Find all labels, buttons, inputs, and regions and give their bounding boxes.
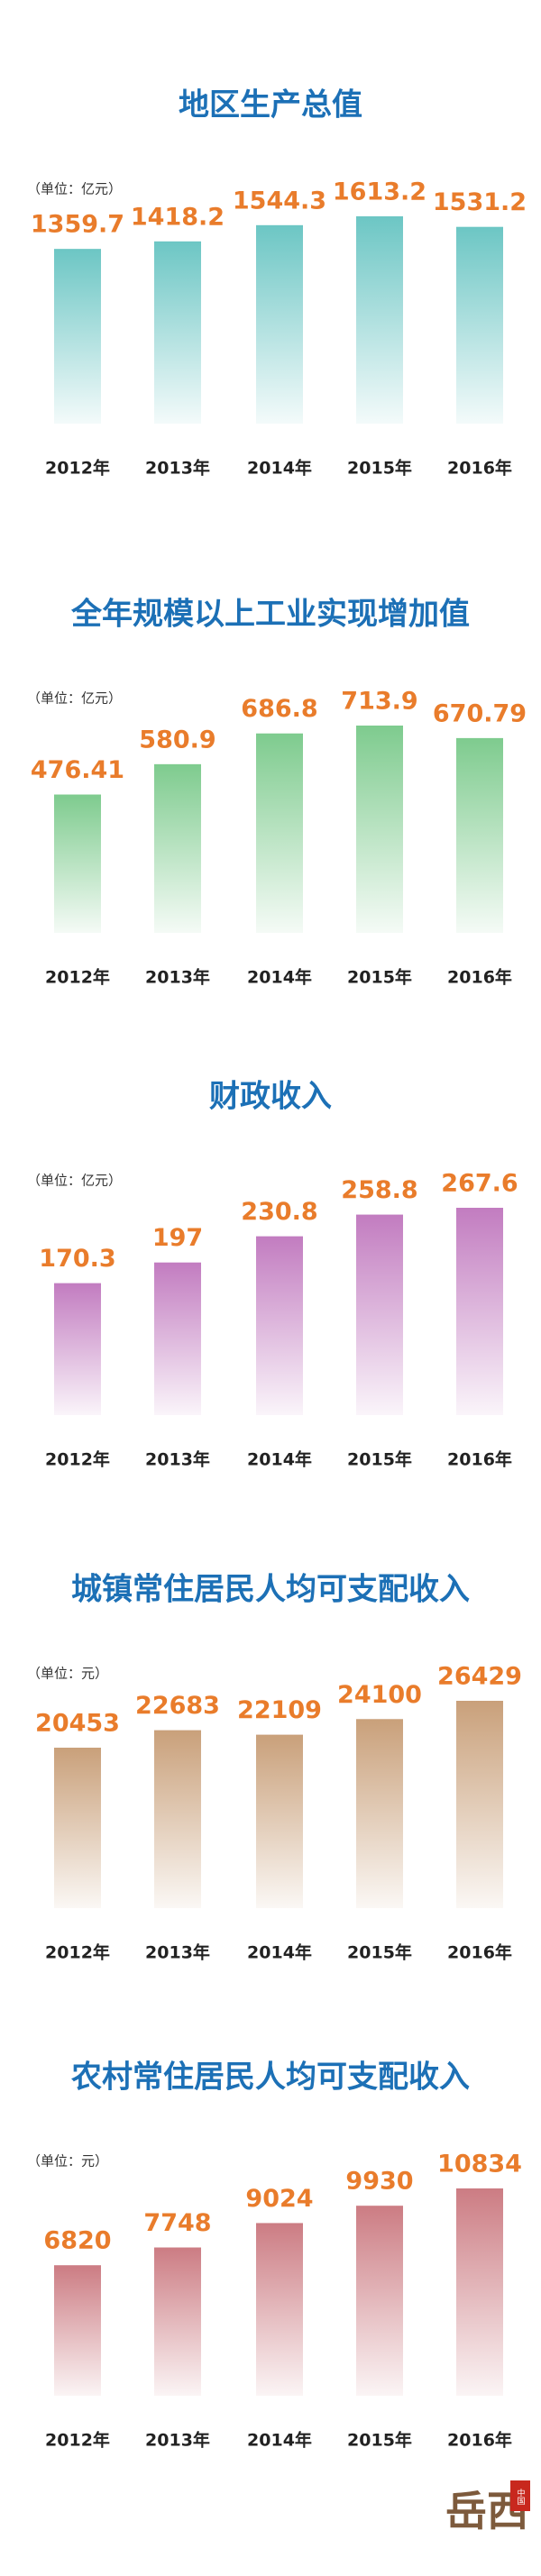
value-label: 670.79: [433, 699, 527, 727]
bar: [256, 1734, 303, 1908]
value-label: 1418.2: [131, 203, 225, 231]
value-label: 686.8: [241, 695, 317, 723]
chart-title: 地区生产总值: [179, 87, 362, 123]
x-tick-label: 2013年: [145, 967, 210, 988]
bar: [154, 1730, 201, 1908]
value-label: 230.8: [241, 1198, 317, 1226]
bar: [256, 1236, 303, 1415]
x-tick-label: 2015年: [347, 458, 412, 479]
unit-label: （单位：元）: [27, 1666, 108, 1682]
logo-stamp-box: [510, 2480, 530, 2511]
unit-label: （单位：元）: [27, 2153, 108, 2170]
x-tick-label: 2012年: [45, 2430, 110, 2451]
x-tick-label: 2016年: [447, 1942, 512, 1963]
value-label: 9930: [345, 2168, 413, 2196]
x-tick-label: 2014年: [247, 1449, 312, 1470]
bar: [456, 226, 503, 424]
chart-title: 财政收入: [209, 1079, 332, 1115]
chart-title: 城镇常住居民人均可支配收入: [71, 1572, 470, 1608]
x-tick-label: 2013年: [145, 1449, 210, 1470]
value-label: 476.41: [31, 756, 124, 784]
value-label: 580.9: [139, 726, 215, 754]
bar: [356, 1214, 403, 1415]
x-tick-label: 2015年: [347, 967, 412, 988]
x-tick-label: 2013年: [145, 458, 210, 479]
value-label: 22109: [237, 1696, 322, 1724]
bar: [54, 1283, 101, 1415]
value-label: 1613.2: [333, 178, 426, 206]
x-tick-label: 2012年: [45, 1942, 110, 1963]
x-tick-label: 2013年: [145, 2430, 210, 2451]
bar: [356, 216, 403, 424]
bar: [154, 241, 201, 424]
x-tick-label: 2015年: [347, 1942, 412, 1963]
value-label: 197: [152, 1224, 203, 1252]
bar: [54, 249, 101, 424]
value-label: 170.3: [39, 1245, 115, 1273]
x-tick-label: 2014年: [247, 458, 312, 479]
bar: [456, 2188, 503, 2396]
value-label: 713.9: [341, 688, 417, 716]
x-tick-label: 2016年: [447, 2430, 512, 2451]
value-label: 10834: [437, 2151, 522, 2179]
bar: [456, 1701, 503, 1908]
unit-label: （单位：亿元）: [27, 181, 122, 197]
x-tick-label: 2016年: [447, 458, 512, 479]
bar: [54, 794, 101, 933]
bar: [154, 2247, 201, 2396]
value-label: 6820: [43, 2227, 111, 2255]
value-label: 1544.3: [233, 187, 326, 215]
x-tick-label: 2014年: [247, 967, 312, 988]
value-label: 9024: [245, 2185, 313, 2213]
bar: [256, 224, 303, 424]
value-label: 7748: [143, 2209, 211, 2237]
bar: [256, 733, 303, 933]
logo-stamp: 中国: [516, 2488, 526, 2506]
x-tick-label: 2014年: [247, 2430, 312, 2451]
bar: [356, 726, 403, 933]
chart-title: 农村常住居民人均可支配收入: [71, 2060, 470, 2096]
bar: [54, 1748, 101, 1908]
bar: [256, 2223, 303, 2396]
x-tick-label: 2012年: [45, 1449, 110, 1470]
unit-label: （单位：亿元）: [27, 690, 122, 707]
x-tick-label: 2016年: [447, 1449, 512, 1470]
bar: [456, 1208, 503, 1415]
value-label: 1359.7: [31, 211, 124, 239]
x-tick-label: 2012年: [45, 458, 110, 479]
value-label: 1531.2: [433, 188, 527, 216]
bar: [456, 737, 503, 933]
bar: [154, 763, 201, 933]
x-tick-label: 2013年: [145, 1942, 210, 1963]
value-label: 258.8: [341, 1176, 417, 1204]
value-label: 267.6: [441, 1170, 518, 1198]
x-tick-label: 2015年: [347, 2430, 412, 2451]
value-label: 22683: [135, 1692, 220, 1720]
bar: [356, 1719, 403, 1908]
value-label: 24100: [337, 1681, 422, 1709]
x-tick-label: 2015年: [347, 1449, 412, 1470]
x-tick-label: 2016年: [447, 967, 512, 988]
bar: [356, 2206, 403, 2396]
unit-label: （单位：亿元）: [27, 1173, 122, 1189]
bar: [154, 1262, 201, 1415]
chart-title: 全年规模以上工业实现增加值: [70, 597, 470, 633]
bar: [54, 2265, 101, 2396]
value-label: 20453: [35, 1710, 120, 1738]
value-label: 26429: [437, 1663, 522, 1691]
x-tick-label: 2014年: [247, 1942, 312, 1963]
x-tick-label: 2012年: [45, 967, 110, 988]
